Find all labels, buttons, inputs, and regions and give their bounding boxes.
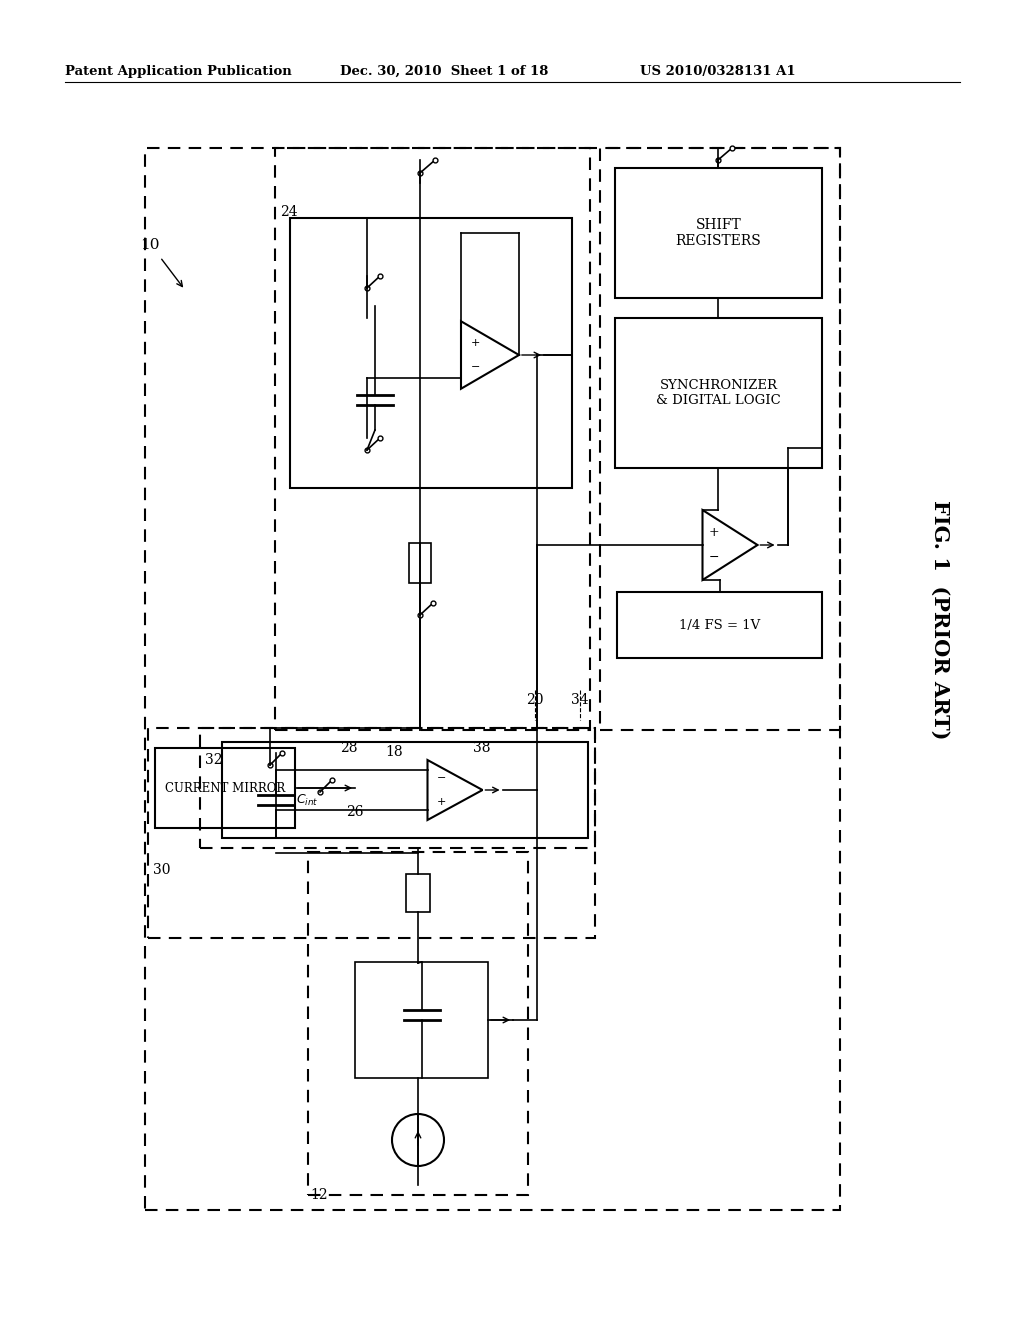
Text: SYNCHRONIZER
& DIGITAL LOGIC: SYNCHRONIZER & DIGITAL LOGIC: [656, 379, 781, 407]
Bar: [148, 729, 595, 939]
Bar: [275, 148, 590, 730]
Bar: [200, 729, 595, 847]
Text: 28: 28: [340, 741, 357, 755]
Bar: [617, 591, 822, 657]
Text: +: +: [436, 797, 445, 807]
Text: 18: 18: [385, 744, 402, 759]
Text: 10: 10: [140, 238, 160, 252]
Text: $C_{int}$: $C_{int}$: [296, 792, 318, 808]
Bar: [600, 148, 840, 730]
Bar: [355, 962, 488, 1078]
Bar: [406, 874, 430, 912]
Bar: [615, 318, 822, 469]
Text: 24: 24: [280, 205, 298, 219]
Bar: [222, 742, 588, 838]
Text: Patent Application Publication: Patent Application Publication: [65, 65, 292, 78]
Bar: [409, 543, 431, 583]
Text: Dec. 30, 2010  Sheet 1 of 18: Dec. 30, 2010 Sheet 1 of 18: [340, 65, 549, 78]
Bar: [308, 851, 528, 1195]
Text: +: +: [471, 338, 480, 348]
Text: +: +: [709, 527, 719, 540]
Text: 34: 34: [571, 693, 589, 708]
Text: 32: 32: [205, 752, 222, 767]
Text: FIG. 1  (PRIOR ART): FIG. 1 (PRIOR ART): [930, 500, 950, 739]
Text: 20: 20: [526, 693, 544, 708]
Bar: [145, 148, 840, 1210]
Bar: [615, 168, 822, 298]
Text: SHIFT
REGISTERS: SHIFT REGISTERS: [676, 218, 762, 248]
Text: −: −: [436, 774, 445, 783]
Text: −: −: [471, 362, 480, 372]
Text: CURRENT MIRROR: CURRENT MIRROR: [165, 781, 285, 795]
Bar: [290, 218, 572, 488]
Bar: [155, 748, 295, 828]
Text: 30: 30: [153, 863, 171, 876]
Text: 1/4 FS = 1V: 1/4 FS = 1V: [679, 619, 760, 631]
Text: US 2010/0328131 A1: US 2010/0328131 A1: [640, 65, 796, 78]
Text: 38: 38: [473, 741, 490, 755]
Text: −: −: [709, 550, 719, 564]
Text: 26: 26: [346, 805, 364, 818]
Text: 12: 12: [310, 1188, 328, 1203]
